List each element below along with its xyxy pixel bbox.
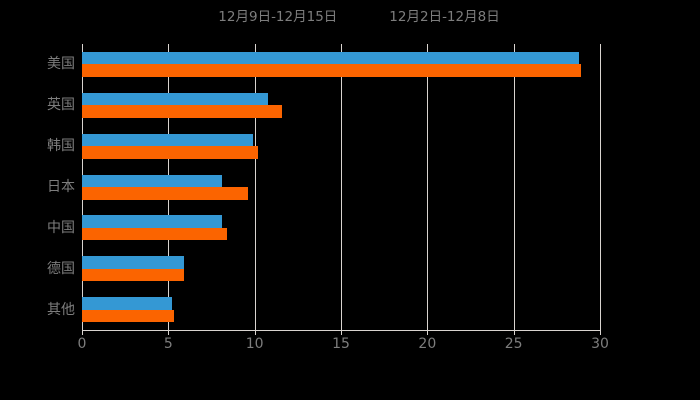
plot-area xyxy=(82,44,601,330)
bar[interactable] xyxy=(82,133,253,147)
bar[interactable] xyxy=(82,187,248,200)
x-tick-label: 15 xyxy=(332,336,350,352)
category-label: 中国 xyxy=(47,219,75,236)
gridline-10 xyxy=(254,44,256,330)
bar[interactable] xyxy=(82,92,269,106)
legend-item-series-0[interactable]: 12月9日-12月15日 xyxy=(200,10,337,24)
tick-mark-25 xyxy=(513,330,515,335)
bar[interactable] xyxy=(82,268,184,282)
bar[interactable] xyxy=(82,309,174,323)
tick-mark-10 xyxy=(254,330,256,335)
tick-mark-0 xyxy=(82,330,83,335)
tick-mark-20 xyxy=(427,330,429,335)
x-tick-label: 25 xyxy=(504,336,523,352)
bar[interactable] xyxy=(82,174,222,187)
bar[interactable] xyxy=(82,256,184,269)
category-label: 日本 xyxy=(47,179,75,195)
tick-mark-15 xyxy=(341,330,342,335)
legend-label-series-1: 12月2日-12月8日 xyxy=(389,9,500,25)
tick-mark-5 xyxy=(168,330,170,335)
x-tick-label: 30 xyxy=(591,336,609,352)
gridline-25 xyxy=(513,44,515,330)
category-label: 韩国 xyxy=(47,138,75,155)
bar[interactable] xyxy=(82,105,283,118)
chart-legend: 12月9日-12月15日 12月2日-12月8日 xyxy=(0,6,700,28)
legend-circle-marker-icon xyxy=(200,12,211,23)
category-label: 德国 xyxy=(47,260,75,277)
legend-square-marker-icon xyxy=(371,12,382,23)
category-label: 美国 xyxy=(47,56,75,73)
gridline-30 xyxy=(600,44,601,330)
x-tick-label: 0 xyxy=(77,336,87,352)
x-tick-label: 20 xyxy=(418,336,437,352)
bar[interactable] xyxy=(82,146,259,159)
bar[interactable] xyxy=(82,64,581,77)
category-label: 英国 xyxy=(47,97,75,114)
bar[interactable] xyxy=(82,227,228,241)
x-tick-label: 5 xyxy=(163,336,173,352)
category-label: 其他 xyxy=(47,301,75,318)
legend-label-series-0: 12月9日-12月15日 xyxy=(218,9,338,25)
bar[interactable] xyxy=(82,297,172,310)
gridline-15 xyxy=(341,44,342,330)
gridline-20 xyxy=(427,44,429,330)
bar[interactable] xyxy=(82,215,222,228)
tick-mark-30 xyxy=(600,330,601,335)
legend-item-series-1[interactable]: 12月2日-12月8日 xyxy=(371,10,499,24)
x-tick-label: 10 xyxy=(245,336,264,352)
bar[interactable] xyxy=(82,51,580,65)
